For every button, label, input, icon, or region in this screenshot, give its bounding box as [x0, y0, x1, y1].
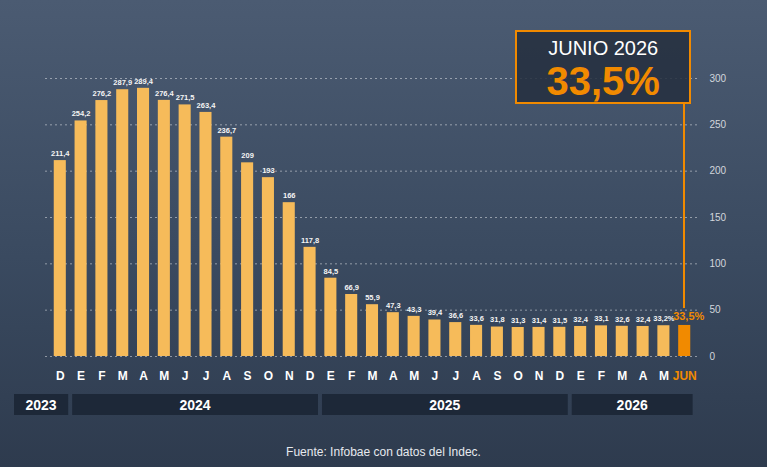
svg-text:J: J	[452, 369, 459, 383]
svg-text:0: 0	[710, 351, 716, 362]
svg-text:2025: 2025	[429, 397, 460, 413]
svg-text:50: 50	[710, 304, 722, 315]
html-text:33,5%: 33,5%	[546, 59, 660, 103]
svg-text:O: O	[514, 369, 523, 383]
svg-text:JUN: JUN	[673, 369, 697, 383]
svg-text:39,4: 39,4	[428, 308, 443, 317]
svg-text:66,9: 66,9	[344, 283, 359, 292]
svg-text:J: J	[432, 369, 439, 383]
svg-text:32,4: 32,4	[636, 315, 651, 324]
svg-text:43,3: 43,3	[407, 305, 422, 314]
svg-text:84,5: 84,5	[324, 267, 339, 276]
svg-text:E: E	[327, 369, 335, 383]
svg-text:33,1: 33,1	[594, 314, 609, 323]
svg-text:200: 200	[710, 165, 727, 176]
svg-text:33,2%: 33,2%	[653, 314, 675, 323]
svg-text:2024: 2024	[179, 397, 210, 413]
svg-text:E: E	[77, 369, 85, 383]
svg-text:S: S	[244, 369, 252, 383]
svg-text:100: 100	[710, 258, 727, 269]
svg-text:M: M	[659, 369, 669, 383]
svg-text:289,4: 289,4	[134, 77, 154, 86]
svg-text:31,3: 31,3	[511, 316, 526, 325]
html-text:Fuente: Infobae con datos del: Fuente: Infobae con datos del Indec.	[286, 445, 481, 459]
svg-text:250: 250	[710, 119, 727, 130]
svg-text:209: 209	[241, 151, 254, 160]
svg-text:271,5: 271,5	[176, 93, 195, 102]
svg-text:276,2: 276,2	[93, 89, 112, 98]
svg-text:47,3: 47,3	[386, 301, 401, 310]
svg-text:F: F	[598, 369, 605, 383]
svg-text:N: N	[535, 369, 544, 383]
svg-text:A: A	[639, 369, 648, 383]
svg-text:32,6: 32,6	[615, 315, 630, 324]
svg-text:M: M	[118, 369, 128, 383]
svg-text:S: S	[493, 369, 501, 383]
svg-text:N: N	[285, 369, 294, 383]
svg-text:F: F	[348, 369, 355, 383]
svg-text:D: D	[56, 369, 65, 383]
svg-text:D: D	[555, 369, 564, 383]
svg-text:D: D	[306, 369, 315, 383]
svg-text:193: 193	[262, 166, 275, 175]
svg-text:2023: 2023	[26, 397, 57, 413]
svg-text:166: 166	[283, 191, 296, 200]
svg-text:J: J	[203, 369, 210, 383]
svg-text:117,8: 117,8	[301, 236, 319, 245]
svg-text:36,6: 36,6	[448, 311, 463, 320]
svg-text:31,5: 31,5	[553, 316, 568, 325]
svg-text:M: M	[159, 369, 169, 383]
svg-text:150: 150	[710, 212, 727, 223]
svg-text:M: M	[409, 369, 419, 383]
svg-text:A: A	[472, 369, 481, 383]
svg-text:O: O	[264, 369, 273, 383]
svg-text:J: J	[182, 369, 189, 383]
svg-text:33,6: 33,6	[469, 314, 484, 323]
html-text:JUNIO 2026: JUNIO 2026	[548, 37, 659, 59]
svg-text:M: M	[617, 369, 627, 383]
svg-text:254,2: 254,2	[72, 109, 91, 118]
svg-text:2026: 2026	[617, 397, 648, 413]
svg-text:A: A	[389, 369, 398, 383]
svg-text:31,8: 31,8	[490, 315, 505, 324]
svg-text:M: M	[368, 369, 378, 383]
svg-text:300: 300	[710, 73, 727, 84]
svg-text:55,9: 55,9	[365, 293, 380, 302]
svg-text:31,4: 31,4	[532, 316, 547, 325]
svg-text:276,4: 276,4	[155, 89, 175, 98]
svg-text:211,4: 211,4	[51, 149, 70, 158]
svg-text:236,7: 236,7	[217, 126, 236, 135]
svg-text:33,5%: 33,5%	[673, 310, 704, 322]
svg-text:287,9: 287,9	[113, 78, 132, 87]
svg-text:A: A	[222, 369, 231, 383]
svg-text:F: F	[98, 369, 105, 383]
svg-text:263,4: 263,4	[197, 101, 217, 110]
svg-text:A: A	[139, 369, 148, 383]
svg-text:32,4: 32,4	[573, 315, 588, 324]
svg-text:E: E	[577, 369, 585, 383]
